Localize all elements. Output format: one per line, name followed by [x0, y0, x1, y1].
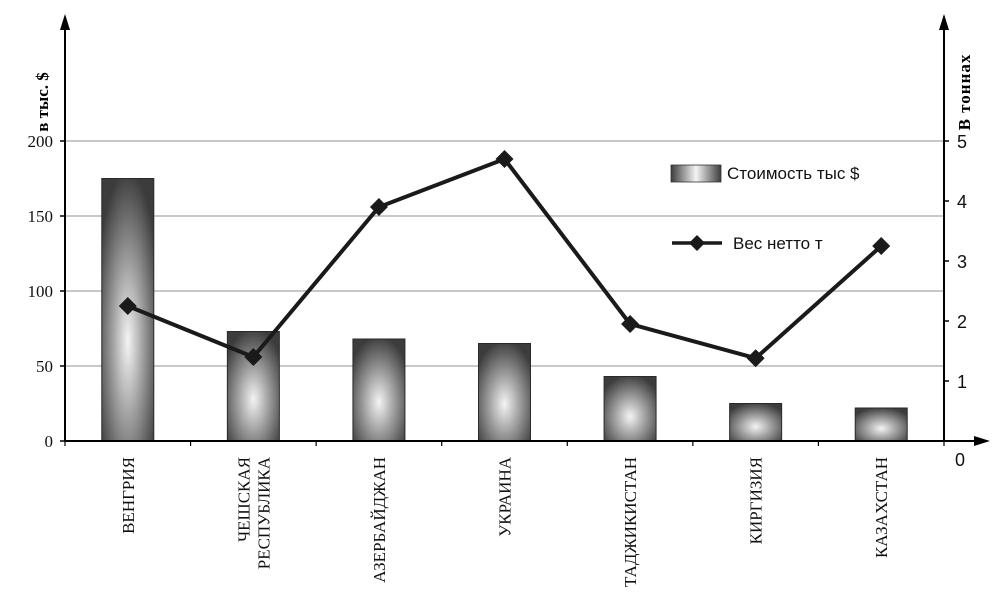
category-label-1: ВЕНГРИЯ — [119, 457, 138, 534]
category-label-line: КИРГИЗИЯ — [747, 457, 766, 544]
legend-bar-swatch — [670, 164, 722, 183]
category-label-3: АЗЕРБАЙДЖАН — [370, 457, 389, 583]
legend: Стоимость тыс $ Вес нетто т — [670, 164, 860, 253]
line-point-5 — [621, 315, 640, 333]
bar-6 — [729, 403, 783, 442]
category-label-line: КАЗАХСТАН — [872, 457, 891, 558]
tick-label-right: 4 — [957, 192, 967, 212]
y-axis-right-label: В тоннах — [955, 54, 974, 131]
line-point-1 — [118, 297, 137, 315]
bar-4 — [478, 343, 531, 442]
tick-label-right: 3 — [957, 252, 967, 272]
tick-label-right-zero: 0 — [955, 450, 965, 470]
tick-label-left: 50 — [36, 357, 53, 376]
legend-bar-label: Стоимость тыс $ — [727, 164, 860, 183]
category-label-line: ЧЕШСКАЯ — [234, 457, 253, 542]
bar-3 — [352, 338, 406, 442]
x-axis-arrow — [974, 436, 990, 446]
category-label-4: УКРАИНА — [496, 456, 515, 536]
bar-7 — [854, 407, 908, 442]
y-axis-left-label: в тыс. $ — [33, 72, 52, 132]
line-point-2 — [244, 348, 263, 366]
line-series-group — [118, 150, 891, 368]
tick-label-left: 0 — [45, 432, 54, 451]
category-label-line: ВЕНГРИЯ — [119, 457, 138, 534]
category-label-2: ЧЕШСКАЯРЕСПУБЛИКА — [234, 456, 273, 569]
category-label-line: ТАДЖИКИСТАН — [621, 457, 640, 587]
category-label-line: УКРАИНА — [496, 456, 515, 536]
tick-label-right: 2 — [957, 312, 967, 332]
category-label-6: КИРГИЗИЯ — [747, 457, 766, 544]
tick-label-left: 200 — [28, 132, 54, 151]
y-axis-right-arrow — [939, 14, 949, 30]
category-labels-group: ВЕНГРИЯ ЧЕШСКАЯРЕСПУБЛИКА АЗЕРБАЙДЖАН УКРАИ… — [119, 456, 891, 587]
bar-5 — [603, 376, 657, 442]
legend-line-label: Вес нетто т — [733, 234, 823, 253]
category-label-line: РЕСПУБЛИКА — [254, 456, 273, 569]
category-label-7: КАЗАХСТАН — [872, 457, 891, 558]
y-axis-left-arrow — [60, 14, 70, 30]
bars-group — [101, 178, 908, 442]
category-label-line: АЗЕРБАЙДЖАН — [370, 457, 389, 583]
line-series-weight — [127, 157, 883, 361]
line-point-7 — [872, 237, 891, 255]
axes-group — [60, 14, 990, 446]
tick-label-left: 150 — [28, 207, 54, 226]
legend-diamond-marker — [689, 235, 705, 251]
line-point-3 — [369, 198, 388, 216]
category-label-5: ТАДЖИКИСТАН — [621, 457, 640, 587]
line-point-6 — [746, 349, 765, 368]
tick-label-left: 100 — [28, 282, 54, 301]
tick-label-right: 5 — [957, 132, 967, 152]
line-point-4 — [495, 150, 514, 168]
tick-label-right: 1 — [957, 372, 967, 392]
